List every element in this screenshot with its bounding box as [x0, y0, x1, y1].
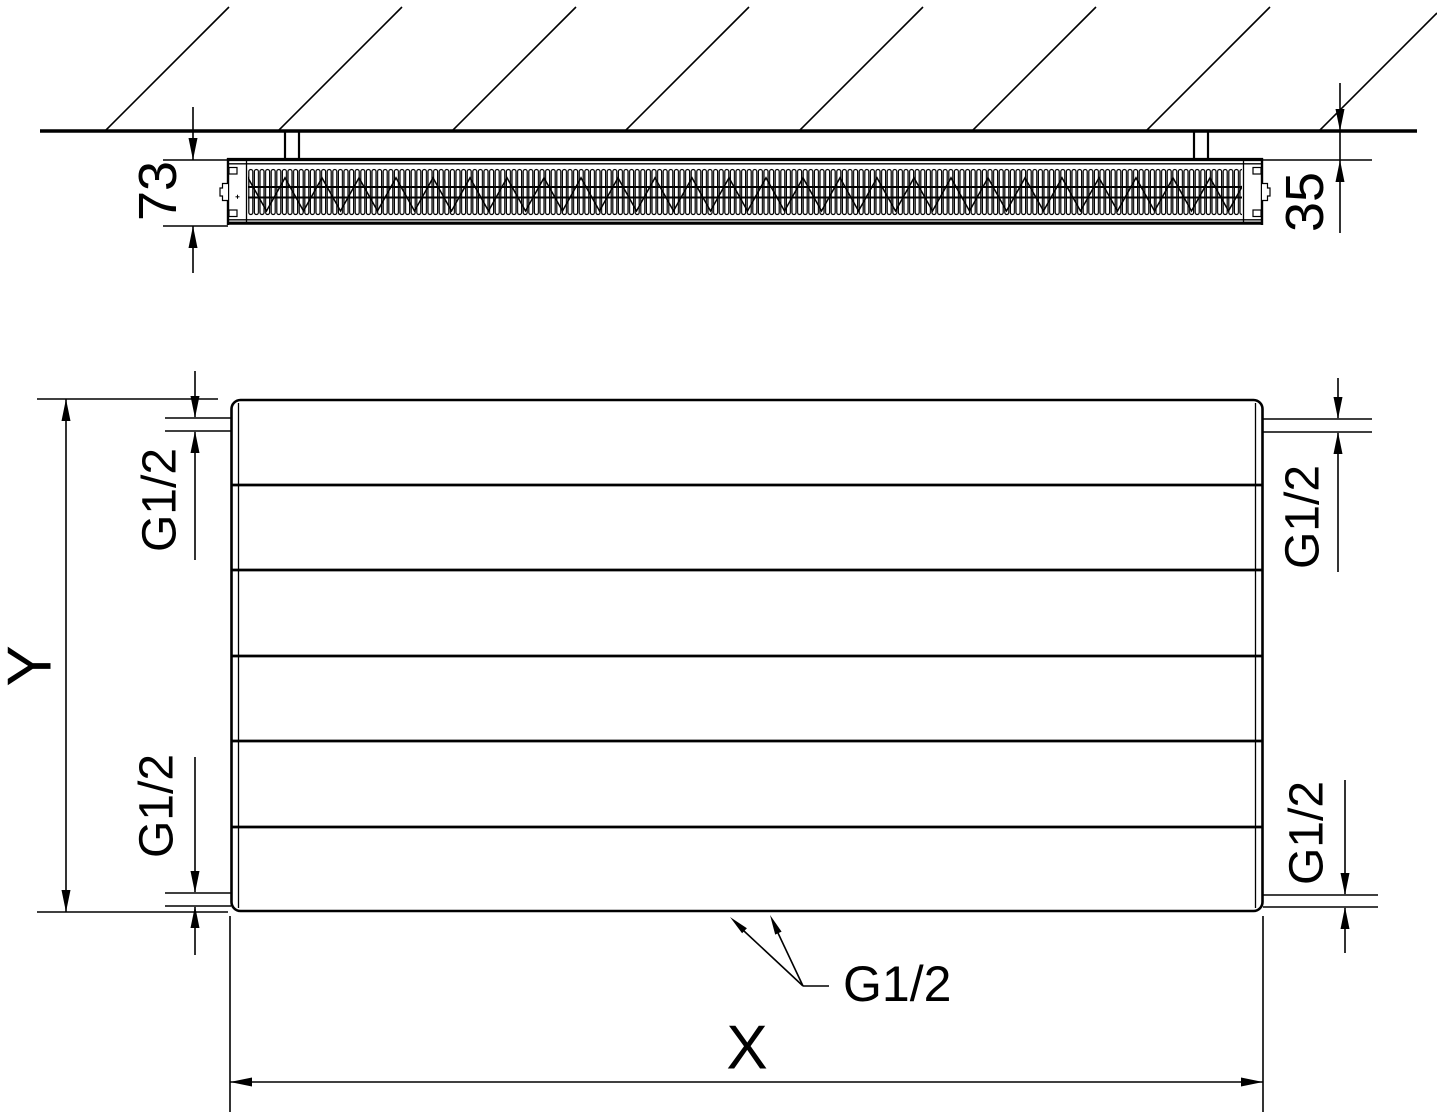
arrowhead — [190, 906, 200, 928]
connection-stub-top-right — [1263, 418, 1372, 433]
connection-label-bottom-right: G1/2 — [1281, 781, 1334, 885]
arrowhead — [61, 890, 71, 912]
arrowhead — [230, 1077, 252, 1087]
connection-stub-top-left — [165, 417, 231, 432]
wall-bracket-right — [1192, 132, 1210, 158]
depth-dimension-label: 73 — [128, 161, 188, 221]
valve-connection-right — [1262, 182, 1271, 202]
dimension-g12-top-left: G1/2 — [134, 371, 200, 560]
leader-g12-bottom-center: G1/2 — [730, 915, 951, 1012]
arrowhead — [1340, 907, 1350, 929]
dimension-depth-73: 73 — [128, 107, 228, 273]
arrowhead — [1335, 160, 1345, 182]
arrowhead — [730, 917, 747, 934]
arrowhead — [61, 399, 71, 421]
dimension-height-y: Y — [0, 398, 228, 913]
connection-label-top-left: G1/2 — [134, 448, 187, 552]
height-dimension-label: Y — [0, 645, 65, 686]
arrowhead — [188, 138, 198, 160]
width-dimension-label: X — [726, 1014, 767, 1083]
dimension-g12-top-right: G1/2 — [1277, 378, 1343, 572]
wall-section — [40, 6, 1437, 133]
valve-connection-left — [219, 182, 228, 202]
arrowhead — [1241, 1077, 1263, 1087]
arrowhead — [1333, 397, 1343, 419]
connection-label-bottom-center: G1/2 — [843, 956, 951, 1012]
arrowhead — [1335, 109, 1345, 131]
radiator-front-view — [165, 398, 1378, 913]
wall-gap-dimension-label: 35 — [1275, 172, 1335, 232]
dimension-g12-bottom-left: G1/2 — [131, 754, 200, 955]
dimension-width-x: X — [229, 916, 1264, 1112]
arrowhead — [190, 396, 200, 418]
connection-label-top-right: G1/2 — [1277, 465, 1330, 569]
panel-grooves — [232, 483, 1262, 829]
convector-fins — [248, 166, 1242, 219]
radiator-top-view — [219, 132, 1271, 225]
wall-bracket-left — [283, 132, 301, 158]
connection-stub-bottom-right — [1263, 894, 1378, 908]
arrowhead — [1333, 432, 1343, 454]
arrowhead — [190, 431, 200, 453]
dimension-g12-bottom-right: G1/2 — [1281, 780, 1350, 953]
dimension-wall-gap-35: 35 — [1263, 83, 1372, 233]
arrowhead — [190, 871, 200, 893]
end-cap-left — [219, 158, 248, 225]
connection-label-bottom-left: G1/2 — [131, 754, 184, 858]
wall-hatching — [104, 6, 1437, 132]
end-cap-right — [1242, 158, 1271, 225]
arrowhead — [1340, 873, 1350, 895]
arrowhead — [770, 915, 782, 935]
connection-stub-bottom-left — [165, 892, 231, 907]
arrowhead — [188, 226, 198, 248]
